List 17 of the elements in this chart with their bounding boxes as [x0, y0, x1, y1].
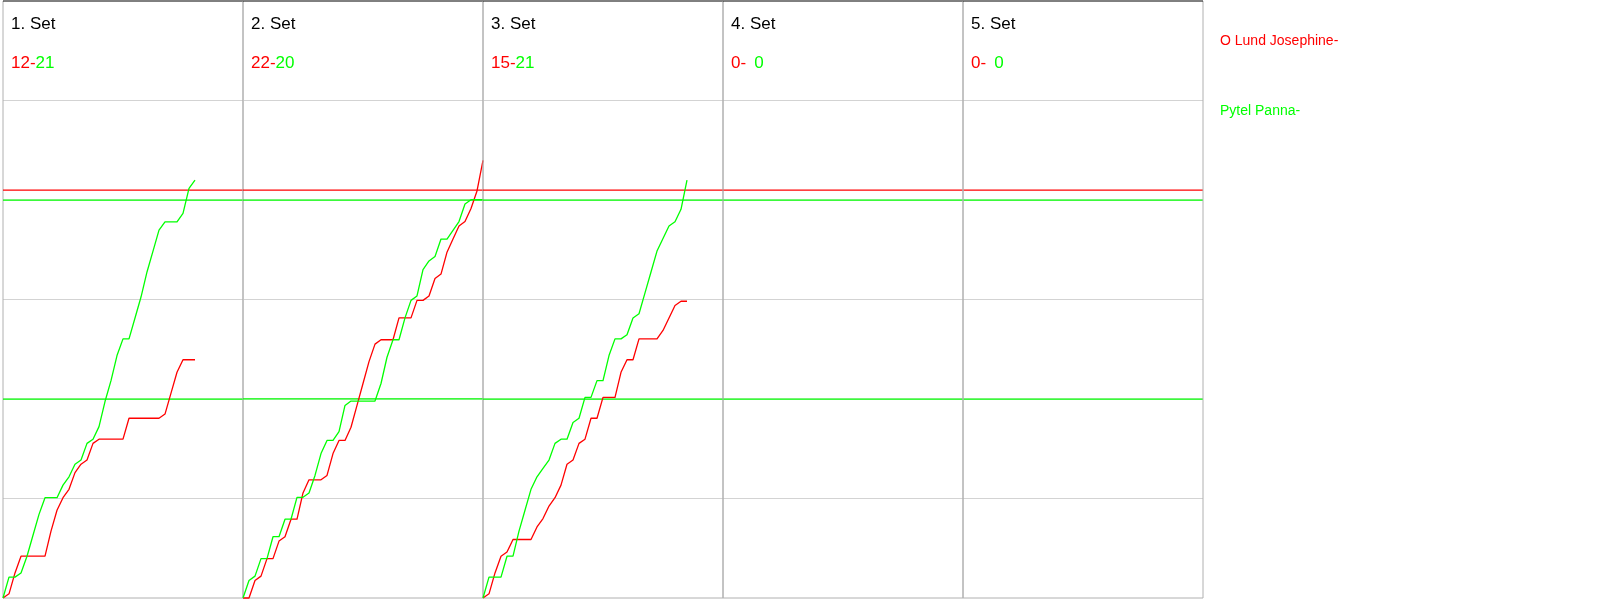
text: O Lund Josephine-: [1220, 32, 1339, 48]
text: 0: [754, 53, 764, 72]
text: 15-: [491, 53, 516, 72]
text: 0-: [731, 53, 747, 72]
chart-title: 1. Set: [11, 14, 56, 33]
chart-title: 2. Set: [251, 14, 296, 33]
text: 22-: [251, 53, 276, 72]
text: 20: [275, 53, 295, 72]
text: 21: [35, 53, 55, 72]
text: 12-: [11, 53, 36, 72]
text: 5. Set: [971, 14, 1016, 33]
text: 4. Set: [731, 14, 776, 33]
text: 0-: [971, 53, 987, 72]
text: 0: [994, 53, 1004, 72]
chart-title: 3. Set: [491, 14, 536, 33]
text: 21: [515, 53, 535, 72]
text: Pytel Panna-: [1220, 102, 1301, 118]
